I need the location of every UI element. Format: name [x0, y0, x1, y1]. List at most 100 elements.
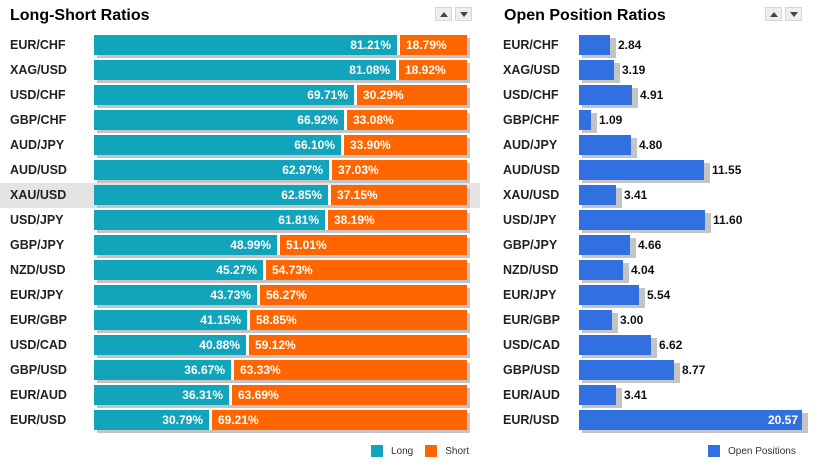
open-position-bar	[579, 85, 638, 108]
long-bar: 43.73%	[94, 285, 257, 305]
open-position-bar	[579, 360, 680, 383]
pair-label: USD/CHF	[503, 88, 559, 102]
ratio-bar: 40.88% 59.12%	[94, 335, 470, 358]
legend-item: Long	[371, 445, 413, 457]
pair-label: EUR/GBP	[10, 313, 67, 327]
chart-row[interactable]: EUR/JPY 43.73% 56.27%	[0, 283, 480, 308]
pair-label: XAG/USD	[503, 63, 560, 77]
ratio-bar: 62.85% 37.15%	[94, 185, 470, 208]
open-position-sort-controls	[765, 7, 802, 21]
short-bar: 33.08%	[347, 110, 467, 130]
chart-row[interactable]: GBP/USD 8.77	[495, 358, 818, 383]
chart-row[interactable]: EUR/CHF 2.84	[495, 33, 818, 58]
ratio-bar: 36.31% 63.69%	[94, 385, 470, 408]
chart-row[interactable]: USD/JPY 61.81% 38.19%	[0, 208, 480, 233]
chart-row[interactable]: EUR/USD 20.57	[495, 408, 818, 433]
chart-row[interactable]: AUD/USD 11.55	[495, 158, 818, 183]
long-bar: 48.99%	[94, 235, 277, 255]
bar-divider	[344, 110, 347, 130]
chart-row[interactable]: GBP/CHF 66.92% 33.08%	[0, 108, 480, 133]
open-position-bar	[579, 310, 618, 333]
chart-row[interactable]: GBP/CHF 1.09	[495, 108, 818, 133]
bar-fill	[579, 110, 591, 130]
pair-label: USD/CHF	[10, 88, 66, 102]
ratio-bar: 81.08% 18.92%	[94, 60, 470, 83]
chart-row[interactable]: AUD/USD 62.97% 37.03%	[0, 158, 480, 183]
value-label: 3.41	[624, 188, 648, 202]
long-short-sort-controls	[435, 7, 472, 21]
legend-swatch	[371, 445, 383, 457]
long-short-legend: Long Short	[371, 445, 481, 457]
chart-row[interactable]: EUR/AUD 36.31% 63.69%	[0, 383, 480, 408]
value-label: 20.57	[767, 413, 798, 427]
sort-ascending-button[interactable]	[765, 7, 782, 21]
long-bar: 61.81%	[94, 210, 325, 230]
bar-divider	[257, 285, 260, 305]
short-bar: 63.33%	[234, 360, 467, 380]
chart-row[interactable]: EUR/JPY 5.54	[495, 283, 818, 308]
pair-label: NZD/USD	[503, 263, 559, 277]
bar-fill	[579, 85, 632, 105]
chart-row[interactable]: GBP/USD 36.67% 63.33%	[0, 358, 480, 383]
chart-row[interactable]: USD/CHF 4.91	[495, 83, 818, 108]
chart-row[interactable]: EUR/GBP 41.15% 58.85%	[0, 308, 480, 333]
value-label: 5.54	[647, 288, 671, 302]
bar-divider	[397, 35, 400, 55]
long-bar: 41.15%	[94, 310, 247, 330]
long-bar: 36.67%	[94, 360, 231, 380]
chart-row[interactable]: XAG/USD 3.19	[495, 58, 818, 83]
long-bar: 66.10%	[94, 135, 341, 155]
legend-label: Long	[391, 445, 414, 457]
sort-descending-button[interactable]	[455, 7, 472, 21]
pair-label: NZD/USD	[10, 263, 66, 277]
pair-label: USD/CAD	[10, 338, 67, 352]
open-position-bar	[579, 335, 657, 358]
chart-row[interactable]: EUR/USD 30.79% 69.21%	[0, 408, 480, 433]
bar-divider	[325, 210, 328, 230]
chart-row[interactable]: XAU/USD 62.85% 37.15%	[0, 183, 480, 208]
chart-row[interactable]: EUR/AUD 3.41	[495, 383, 818, 408]
value-label: 6.62	[659, 338, 683, 352]
open-position-bar	[579, 160, 710, 183]
pair-label: USD/JPY	[10, 213, 64, 227]
pair-label: GBP/CHF	[503, 113, 560, 127]
bar-fill	[579, 185, 616, 205]
chart-row[interactable]: GBP/JPY 48.99% 51.01%	[0, 233, 480, 258]
long-bar: 62.97%	[94, 160, 329, 180]
pair-label: USD/CAD	[503, 338, 560, 352]
chart-row[interactable]: USD/JPY 11.60	[495, 208, 818, 233]
chart-row[interactable]: GBP/JPY 4.66	[495, 233, 818, 258]
arrow-up-icon	[439, 11, 448, 17]
open-position-bar	[579, 60, 620, 83]
value-label: 4.66	[638, 238, 662, 252]
chart-row[interactable]: EUR/CHF 81.21% 18.79%	[0, 33, 480, 58]
legend-item: Short	[425, 445, 469, 457]
chart-row[interactable]: USD/CAD 6.62	[495, 333, 818, 358]
bar-fill	[579, 285, 639, 305]
chart-row[interactable]: USD/CAD 40.88% 59.12%	[0, 333, 480, 358]
open-position-bar	[579, 185, 622, 208]
pair-label: AUD/JPY	[503, 138, 558, 152]
value-label: 3.41	[624, 388, 648, 402]
chart-row[interactable]: NZD/USD 45.27% 54.73%	[0, 258, 480, 283]
bar-fill	[579, 335, 651, 355]
bar-fill	[579, 260, 623, 280]
bar-fill	[579, 135, 631, 155]
open-position-bar	[579, 260, 629, 283]
long-short-panel: Long-Short Ratios EUR/CHF 81.21% 18.79% XAG…	[0, 7, 481, 457]
chart-row[interactable]: XAG/USD 81.08% 18.92%	[0, 58, 480, 83]
chart-row[interactable]: USD/CHF 69.71% 30.29%	[0, 83, 480, 108]
ratio-bar: 30.79% 69.21%	[94, 410, 470, 433]
chart-row[interactable]: AUD/JPY 4.80	[495, 133, 818, 158]
pair-label: EUR/AUD	[10, 388, 67, 402]
sort-ascending-button[interactable]	[435, 7, 452, 21]
sort-descending-button[interactable]	[785, 7, 802, 21]
ratio-bar: 62.97% 37.03%	[94, 160, 470, 183]
chart-row[interactable]: EUR/GBP 3.00	[495, 308, 818, 333]
bar-divider	[277, 235, 280, 255]
long-bar: 81.21%	[94, 35, 397, 55]
chart-row[interactable]: AUD/JPY 66.10% 33.90%	[0, 133, 480, 158]
bar-fill	[579, 385, 616, 405]
chart-row[interactable]: XAU/USD 3.41	[495, 183, 818, 208]
chart-row[interactable]: NZD/USD 4.04	[495, 258, 818, 283]
